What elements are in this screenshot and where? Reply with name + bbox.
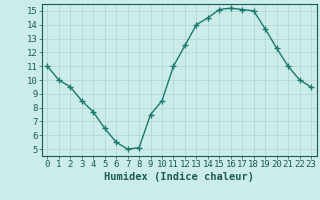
X-axis label: Humidex (Indice chaleur): Humidex (Indice chaleur) (104, 172, 254, 182)
